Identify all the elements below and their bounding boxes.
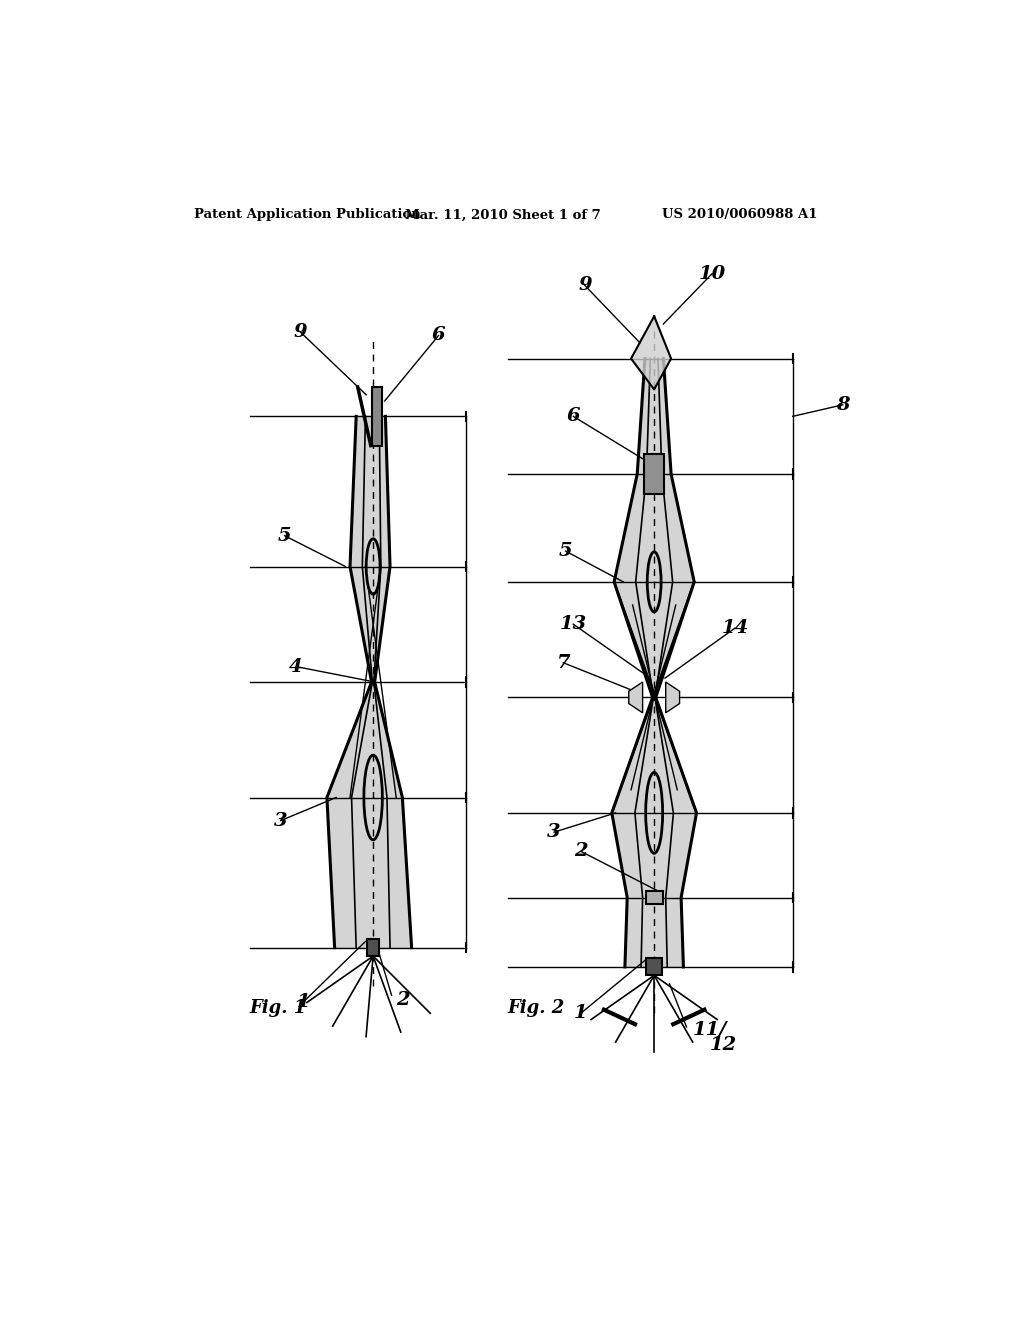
Text: 11/: 11/ <box>692 1020 727 1039</box>
Text: 2: 2 <box>396 991 410 1010</box>
Text: Patent Application Publication: Patent Application Publication <box>194 209 421 222</box>
Text: 6: 6 <box>566 408 581 425</box>
Text: 12: 12 <box>710 1036 737 1055</box>
Polygon shape <box>327 416 412 948</box>
Text: 2: 2 <box>574 842 588 861</box>
Polygon shape <box>666 682 680 713</box>
Text: 5: 5 <box>559 543 572 560</box>
Text: US 2010/0060988 A1: US 2010/0060988 A1 <box>662 209 817 222</box>
Bar <box>644 454 665 494</box>
Text: 4: 4 <box>290 657 303 676</box>
Polygon shape <box>629 682 643 713</box>
Text: 9: 9 <box>578 276 592 294</box>
Text: Fig. 1: Fig. 1 <box>250 999 307 1018</box>
Text: 1: 1 <box>297 993 310 1011</box>
Text: 1: 1 <box>574 1005 588 1022</box>
Text: 7: 7 <box>556 653 570 672</box>
Bar <box>646 891 663 904</box>
Text: Mar. 11, 2010 Sheet 1 of 7: Mar. 11, 2010 Sheet 1 of 7 <box>404 209 600 222</box>
Text: 5: 5 <box>278 527 292 545</box>
Bar <box>372 387 382 446</box>
Bar <box>367 940 379 956</box>
Text: 9: 9 <box>293 322 307 341</box>
Text: 14: 14 <box>721 619 749 638</box>
Polygon shape <box>631 317 671 389</box>
Text: 13: 13 <box>560 615 587 634</box>
Text: 6: 6 <box>432 326 445 345</box>
Polygon shape <box>611 359 696 966</box>
Text: 8: 8 <box>836 396 850 413</box>
Text: 3: 3 <box>547 824 561 841</box>
Text: Fig. 2: Fig. 2 <box>508 999 565 1018</box>
Text: 3: 3 <box>273 812 288 829</box>
Bar <box>646 958 662 975</box>
Text: 10: 10 <box>698 265 726 282</box>
